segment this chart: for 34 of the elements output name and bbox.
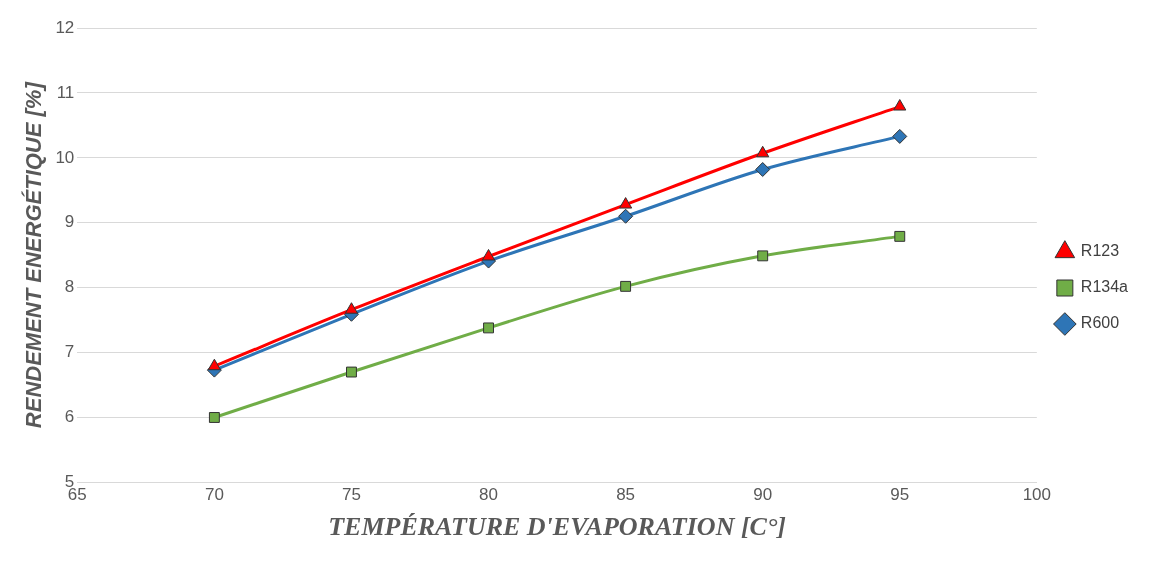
point (893, 99, 907, 111)
point (481, 249, 496, 261)
y-tick-label: 11 (56, 82, 75, 102)
y-tick-label: 6 (64, 407, 75, 427)
point (346, 366, 357, 378)
x-tick-label: 100 (1022, 485, 1052, 505)
point (618, 208, 634, 224)
y-tick-label: 8 (64, 277, 75, 297)
legend-label: R600 (1080, 314, 1120, 332)
point (620, 280, 632, 292)
y-tick-label: 9 (64, 212, 75, 232)
point (894, 230, 906, 242)
point (483, 322, 494, 334)
point (208, 412, 220, 423)
x-axis-title: TEMPÉRATURE D'EVAPORATION [C°] (328, 512, 786, 542)
point (619, 197, 633, 209)
y-axis-title: RENDEMENT ENERGÉTIQUE [%] (21, 81, 47, 429)
x-tick-label: 85 (616, 485, 636, 505)
point (344, 302, 359, 314)
point (207, 358, 221, 371)
point (757, 250, 769, 262)
x-tick-label: 75 (342, 485, 361, 505)
y-tick-label: 12 (55, 17, 75, 37)
x-tick-label: 70 (204, 485, 224, 505)
x-tick-label: 80 (479, 485, 498, 505)
x-tick-label: 95 (890, 485, 910, 505)
legend-label: R134a (1080, 278, 1129, 296)
legend-label: R123 (1080, 242, 1120, 260)
point (755, 162, 771, 178)
y-tick-label: 10 (55, 147, 75, 167)
y-tick-label: 7 (64, 342, 75, 362)
point (756, 145, 770, 158)
x-tick-label: 90 (753, 485, 773, 505)
point (892, 128, 908, 144)
